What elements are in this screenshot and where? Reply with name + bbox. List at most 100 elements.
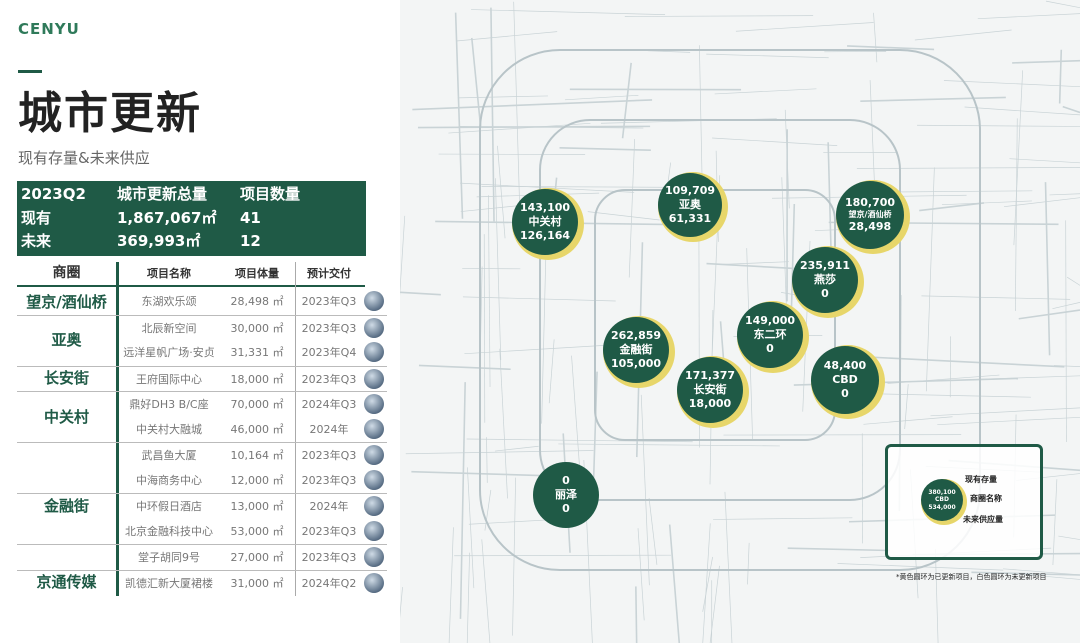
project-name: 鼎好DH3 B/C座 [129, 398, 209, 411]
table-row: 北辰新空间 30,000 ㎡ 2023年Q3 [17, 314, 387, 340]
table-row: 中关村大融城 46,000 ㎡ 2024年 [17, 417, 387, 442]
col-header-size: 项目体量 [235, 267, 279, 280]
table-row: 凯德汇新大厦裙楼 31,000 ㎡ 2024年Q2 [17, 569, 387, 595]
summary-total: 369,993㎡ [117, 232, 201, 250]
bubble-district-name: 亚奥 [679, 198, 701, 212]
legend-label-future: 未来供应量 [963, 515, 1003, 524]
project-delivery: 2024年Q3 [301, 398, 357, 411]
project-size: 10,164 ㎡ [230, 449, 284, 462]
project-delivery: 2023年Q4 [301, 346, 357, 359]
legend-sample-future: 534,000 [928, 503, 956, 511]
project-size: 31,331 ㎡ [230, 346, 284, 359]
district-bubble[interactable]: 171,377 长安街 18,000 [677, 357, 743, 423]
summary-row-future: 未来 369,993㎡ 12 [21, 230, 362, 254]
title-accent-bar [18, 70, 42, 73]
project-name: 中关村大融城 [136, 422, 202, 436]
project-size: 18,000 ㎡ [230, 372, 284, 386]
district-label: 金融街 [43, 496, 89, 515]
district-bubble[interactable]: 262,859 金融街 105,000 [603, 317, 669, 383]
bubble-existing: 143,100 [519, 201, 571, 215]
district-divider [17, 391, 116, 392]
district-bubble[interactable]: 143,100 中关村 126,164 [512, 189, 578, 255]
project-thumbnail [364, 469, 384, 490]
summary-header-count: 项目数量 [240, 185, 301, 203]
district-divider [17, 442, 116, 443]
brand-logo: CENYU [18, 20, 80, 38]
project-size: 28,498 ㎡ [230, 295, 284, 308]
project-thumbnail [364, 368, 384, 389]
legend-sample-bubble: 380,100 CBD 534,000 [921, 479, 963, 521]
bubble-existing: 262,859 [610, 329, 662, 343]
district-bubble[interactable]: 48,400 CBD 0 [811, 346, 879, 414]
project-thumbnail [364, 317, 384, 338]
legend-sample-existing: 380,100 [928, 488, 956, 496]
project-size: 46,000 ㎡ [230, 422, 284, 436]
page-subtitle: 现有存量&未来供应 [18, 149, 150, 167]
project-size: 31,000 ㎡ [230, 576, 284, 590]
summary-count: 12 [240, 232, 261, 250]
project-delivery: 2023年Q3 [301, 473, 357, 487]
project-table: 商圈 项目名称 项目体量 预计交付 东湖欢乐颂 28,498 ㎡ 2023年Q3… [17, 262, 387, 596]
table-row: 王府国际中心 18,000 ㎡ 2023年Q3 [17, 365, 387, 391]
col-header-district: 商圈 [52, 265, 81, 281]
bubble-future: 0 [841, 386, 849, 400]
project-name: 中环假日酒店 [136, 500, 202, 513]
project-thumbnail [364, 445, 384, 465]
bubble-district-name: 长安街 [693, 383, 727, 397]
district-bubble[interactable]: 0 丽泽 0 [533, 462, 599, 528]
district-divider [17, 365, 116, 367]
project-thumbnail [364, 291, 384, 311]
project-delivery: 2023年Q3 [301, 449, 357, 462]
bubble-existing: 235,911 [799, 259, 851, 273]
bubble-district-name: CBD [832, 373, 858, 387]
district-bubble[interactable]: 235,911 燕莎 0 [792, 247, 858, 313]
bubble-district-name: 丽泽 [555, 488, 577, 502]
district-divider [17, 314, 116, 316]
project-name: 中海商务中心 [136, 473, 202, 487]
project-delivery: 2024年Q2 [301, 576, 357, 590]
col-header-date: 预计交付 [307, 267, 351, 280]
project-delivery: 2024年 [309, 500, 349, 513]
project-name: 堂子胡同9号 [138, 551, 200, 564]
table-divider [116, 262, 119, 596]
project-thumbnail [364, 547, 384, 567]
project-name: 北京金融科技中心 [125, 524, 213, 538]
project-name: 凯德汇新大厦裙楼 [125, 576, 213, 590]
table-row: 中海商务中心 12,000 ㎡ 2023年Q3 [17, 468, 387, 493]
page-title: 城市更新 [18, 88, 202, 139]
district-bubble[interactable]: 149,000 东二环 0 [737, 302, 803, 368]
project-name: 武昌鱼大厦 [141, 449, 197, 462]
summary-count: 41 [240, 208, 261, 227]
map-roads [400, 0, 1080, 643]
bubble-future: 28,498 [848, 220, 892, 233]
district-bubble[interactable]: 109,709 亚奥 61,331 [658, 173, 722, 237]
bubble-future: 105,000 [610, 356, 662, 370]
bubble-future: 18,000 [688, 396, 732, 410]
project-size: 27,000 ㎡ [230, 551, 284, 564]
district-label: 长安街 [43, 369, 89, 388]
legend-label-existing: 现有存量 [965, 475, 997, 484]
bubble-existing: 171,377 [684, 369, 736, 383]
bubble-existing: 48,400 [823, 359, 867, 373]
table-row: 北京金融科技中心 53,000 ㎡ 2023年Q3 [17, 519, 387, 544]
project-size: 70,000 ㎡ [230, 398, 284, 411]
summary-label: 未来 [21, 232, 52, 250]
district-label: 京通传媒 [36, 573, 97, 592]
district-bubble[interactable]: 180,700 望京/酒仙桥 28,498 [836, 181, 904, 249]
table-header: 商圈 项目名称 项目体量 预计交付 [17, 262, 365, 287]
bubble-district-name: 东二环 [753, 328, 787, 342]
table-divider [295, 262, 296, 596]
summary-period: 2023Q2 [21, 185, 86, 203]
district-divider [17, 569, 116, 571]
project-delivery: 2023年Q3 [301, 295, 357, 308]
district-label: 亚奥 [51, 331, 82, 349]
table-row: 鼎好DH3 B/C座 70,000 ㎡ 2024年Q3 [17, 391, 387, 416]
project-thumbnail [364, 418, 384, 439]
project-size: 13,000 ㎡ [230, 500, 284, 513]
summary-table: 2023Q2 城市更新总量 项目数量 现有 1,867,067㎡ 41 未来 3… [17, 181, 366, 256]
left-panel: CENYU 城市更新 现有存量&未来供应 2023Q2 城市更新总量 项目数量 … [0, 0, 400, 643]
summary-total: 1,867,067㎡ [117, 208, 217, 227]
legend-label-name: 商圈名称 [970, 494, 1002, 503]
bubble-existing: 149,000 [744, 314, 796, 328]
legend-sample-name: CBD [935, 496, 949, 504]
